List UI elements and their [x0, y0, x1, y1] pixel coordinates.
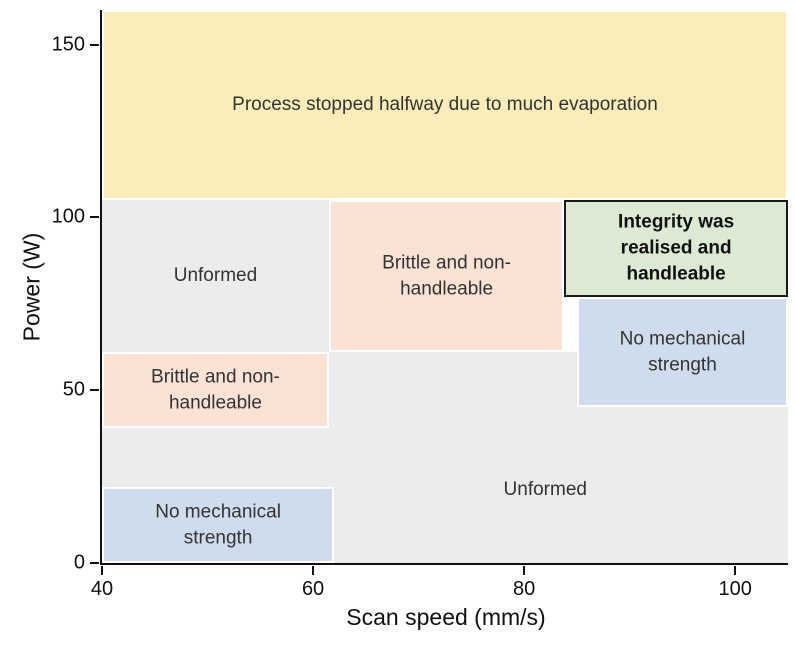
region-label-no-strength-bottom-left: No mechanical strength: [155, 501, 281, 548]
x-tick-mark: [523, 566, 526, 575]
x-tick-label: 40: [90, 578, 114, 600]
x-tick-mark: [734, 566, 737, 575]
x-tick-label: 80: [513, 578, 536, 600]
region-brittle-mid: [328, 200, 565, 353]
y-tick-label: 0: [73, 551, 85, 574]
region-label-brittle-mid: Brittle and non- handleable: [382, 252, 512, 300]
region-label-unformed-upper-left: Unformed: [173, 265, 258, 287]
region-evaporation: [102, 10, 788, 201]
region-label-brittle-left: Brittle and non- handleable: [151, 366, 280, 414]
region-label-no-strength-right: No mechanical strength: [619, 328, 746, 376]
y-axis-title: Power (W): [18, 232, 45, 342]
x-axis-title: Scan speed (mm/s): [346, 604, 546, 630]
x-tick-mark: [101, 566, 103, 575]
region-no-strength-right: [576, 296, 788, 408]
plot-area: Unformed Unformed Process stopped halfway …: [52, 10, 788, 600]
region-label-evaporation: Process stopped halfway due to much evap…: [232, 94, 658, 116]
x-tick-mark: [312, 566, 315, 575]
y-tick-mark: [90, 43, 99, 46]
x-tick-label: 60: [301, 578, 325, 600]
region-no-strength-bottom-left: [102, 486, 335, 563]
y-tick-mark: [90, 389, 99, 392]
region-label-unformed-bottom: Unformed: [503, 479, 587, 501]
y-tick-label: 100: [51, 205, 85, 228]
region-label-integrity: Integrity was realised and handleable: [618, 212, 735, 285]
y-tick-label: 50: [62, 378, 85, 401]
x-tick-label: 100: [718, 578, 752, 600]
y-tick-mark: [90, 216, 99, 219]
region-brittle-left: [102, 352, 329, 429]
region-unformed-upper-left: [102, 200, 329, 353]
y-tick-label: 150: [51, 33, 85, 56]
region-integrity: [564, 200, 788, 297]
y-tick-mark: [90, 562, 99, 564]
